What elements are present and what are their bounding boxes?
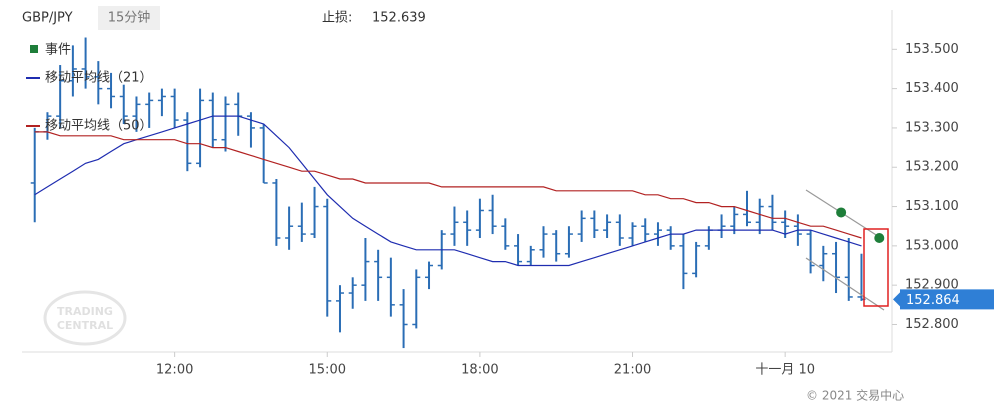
ohlc-bar [374,249,383,301]
legend-label: 移动平均线（21） [45,71,153,86]
interval-bg[interactable] [98,6,160,30]
x-tick-label: 18:00 [461,363,498,378]
ohlc-bar [157,88,166,117]
watermark-text: CENTRAL [57,319,113,332]
last-price-box [893,289,994,310]
ohlc-bar [679,234,688,290]
watermark-ring [43,290,127,346]
ohlc-bar [56,65,65,128]
ohlc-bar [145,92,154,128]
ohlc-bar [425,261,434,290]
watermark-text: TRADING [57,305,113,318]
ohlc-bar [501,218,510,250]
y-tick-label: 153.300 [905,120,959,135]
last-price-label: 152.864 [906,293,960,308]
ohlc-bar [81,37,90,89]
legend-label: 事件 [45,43,71,58]
ohlc-bar [806,230,815,274]
ohlc-bar [552,230,561,262]
ohlc-bar [246,112,255,148]
ohlc-bar [221,96,230,152]
x-tick-label: 21:00 [614,363,651,378]
event-marker [874,233,885,243]
ohlc-bar [577,210,586,242]
event-marker [836,207,847,218]
ohlc-bar [564,226,573,258]
ohlc-bar [832,241,841,294]
ohlc-bar [526,245,535,266]
ohlc-bar [488,194,497,235]
legend-swatch [30,45,38,53]
ohlc-bar [297,202,306,242]
ohlc-bar [692,241,701,278]
footer: © 2021 交易中心 [806,388,904,403]
ohlc-bar [412,269,421,329]
x-tick-label: 十一月 10 [755,363,815,378]
moving-average [34,131,862,239]
ohlc-bar [819,245,828,282]
ohlc-bar [781,210,790,238]
ohlc-bar [743,190,751,227]
ohlc-bar [183,112,192,172]
y-tick-label: 153.000 [905,238,959,253]
legend-label: 移动平均线（50） [45,119,153,134]
ohlc-bar [539,226,548,258]
x-tick-label: 15:00 [309,363,346,378]
ohlc-bar [463,210,472,246]
ohlc-bar [132,96,141,132]
ohlc-bar [590,210,599,238]
y-tick-label: 153.100 [905,199,959,214]
ohlc-bar [755,198,764,235]
ohlc-bar [399,289,408,349]
ohlc-bar [259,124,268,184]
ohlc-bar [170,88,179,128]
ohlc-bar [68,45,77,97]
ohlc-bar [386,257,395,317]
ohlc-bar [666,226,675,250]
ohlc-bar [196,88,205,168]
stop-value: 152.639 [372,11,426,26]
ohlc-bar [475,198,484,238]
y-tick-label: 153.400 [905,81,959,96]
ohlc-bar [450,206,459,246]
moving-average [34,115,862,267]
ohlc-bar [603,214,612,238]
channel-line [805,257,885,311]
ohlc-bar [323,198,332,317]
y-tick-label: 152.900 [905,278,959,293]
ohlc-bar [335,285,344,333]
ohlc-bar [272,179,281,246]
ohlc-bar [628,222,637,246]
symbol: GBP/JPY [22,11,73,26]
ohlc-bar [730,206,739,235]
highlight-box [863,228,889,307]
ohlc-bar [285,206,294,250]
ohlc-bar [844,238,853,301]
ohlc-bar [615,214,624,246]
ohlc-bar [310,186,319,238]
ohlc-bar [107,72,116,109]
ohlc-bar [208,92,217,148]
ohlc-bar [514,234,523,266]
ohlc-bar [641,218,650,242]
ohlc-bar [348,277,357,309]
ohlc-bar [119,84,128,124]
y-tick-label: 153.200 [905,160,959,175]
ohlc-bar [768,194,777,231]
ohlc-bar [94,61,103,105]
ohlc-bar [653,222,662,246]
ohlc-bar [361,238,370,301]
y-tick-label: 153.500 [905,42,959,57]
stop-label: 止损: [322,11,352,26]
watermark: TRADING CENTRAL [43,290,127,346]
interval[interactable]: 15分钟 [108,10,151,26]
y-tick-label: 152.800 [905,317,959,332]
x-tick-label: 12:00 [156,363,193,378]
